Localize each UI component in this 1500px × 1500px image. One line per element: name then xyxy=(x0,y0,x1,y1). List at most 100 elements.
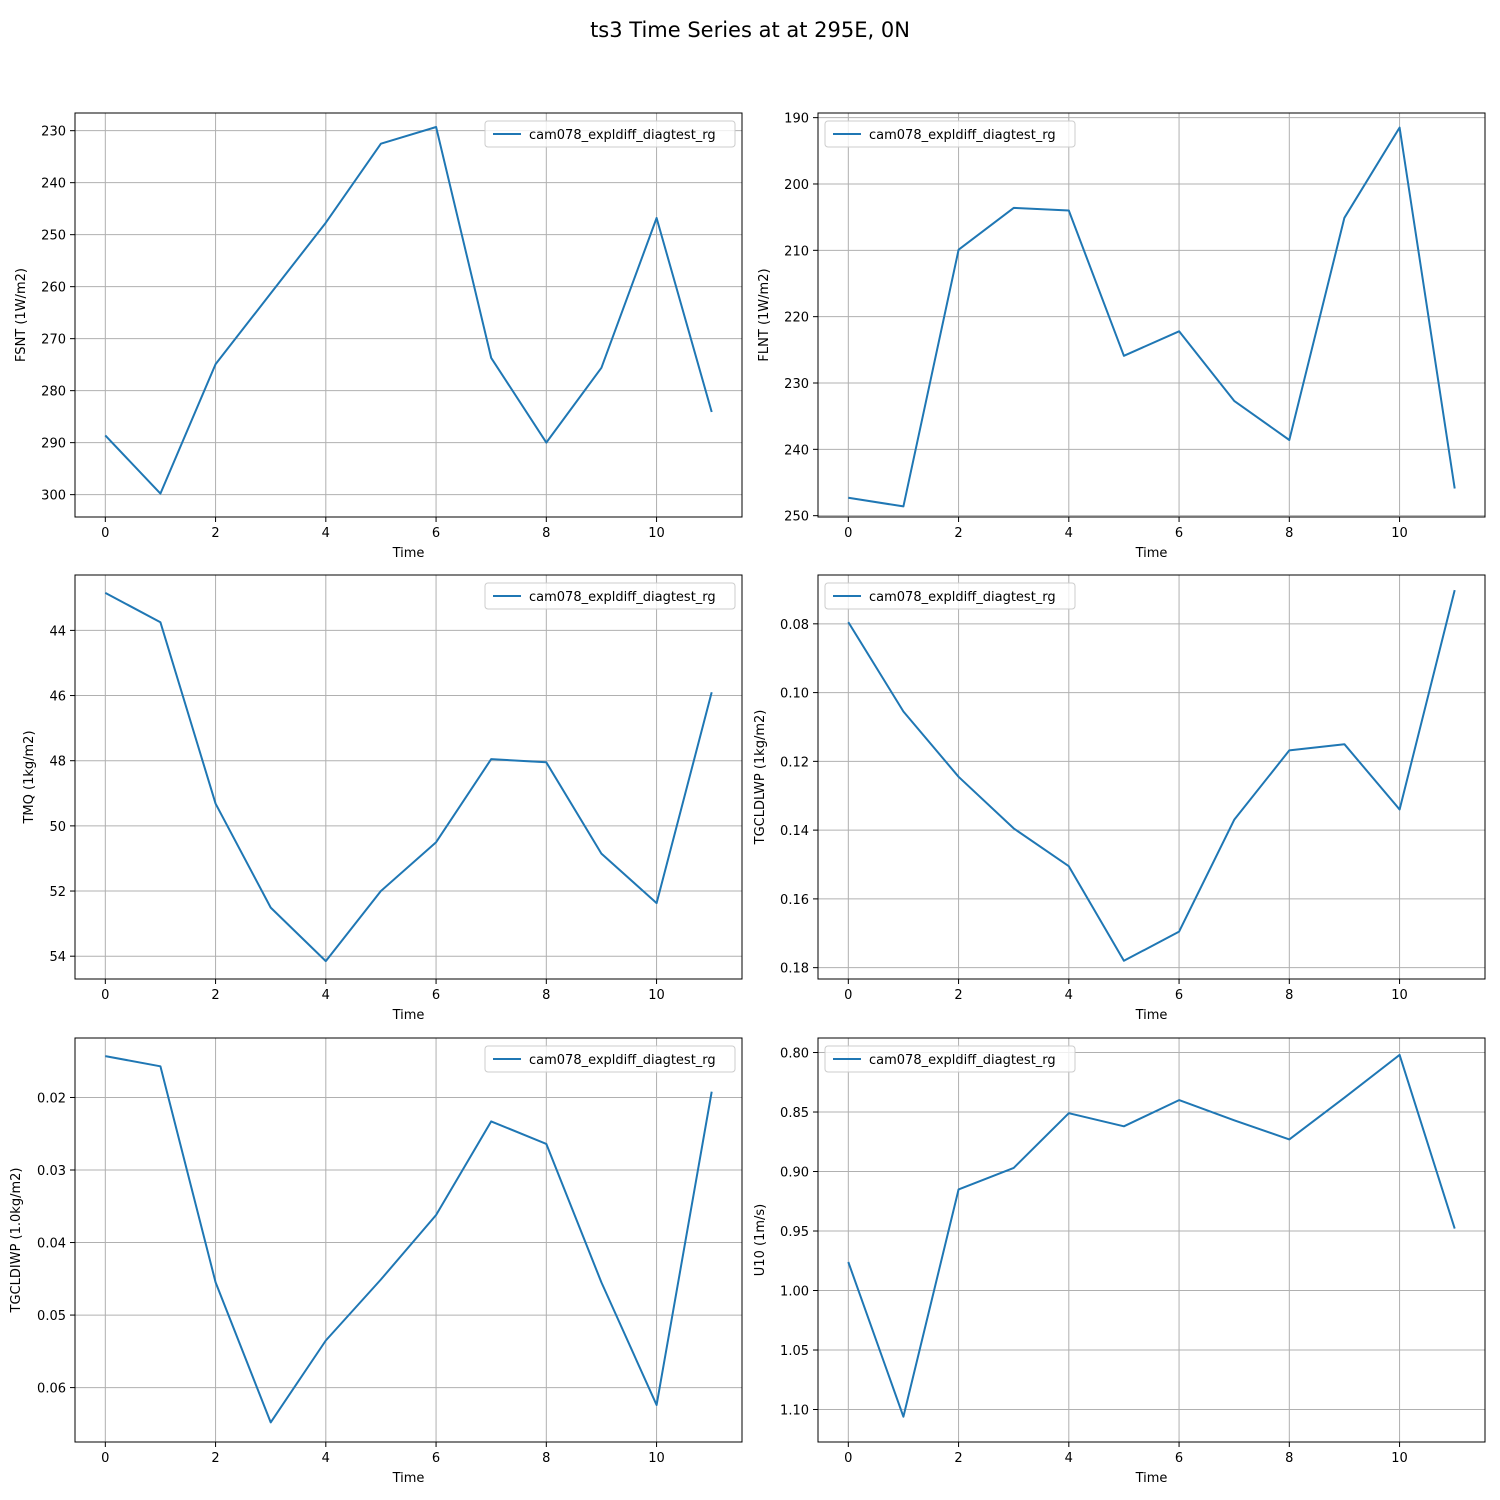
y-axis-label: FLNT (1W/m2) xyxy=(757,268,772,361)
y-tick-label: 0.95 xyxy=(780,1225,809,1240)
series-line xyxy=(105,1055,713,1424)
x-tick-label: 10 xyxy=(1391,526,1408,541)
y-tick-label: 260 xyxy=(41,281,66,296)
legend-box xyxy=(484,582,736,610)
y-tick-label: 0.06 xyxy=(37,1382,66,1397)
x-tick-label: 0 xyxy=(101,988,109,1003)
y-tick-label: 1.00 xyxy=(780,1285,809,1300)
x-tick-label: 4 xyxy=(322,1451,330,1466)
x-tick-label: 2 xyxy=(211,526,219,541)
y-axis-label: FSNT (1W/m2) xyxy=(14,268,29,362)
legend-box xyxy=(484,1045,736,1073)
axes-frame xyxy=(74,1037,743,1443)
y-tick-label: 52 xyxy=(49,885,66,900)
y-tick-label: 1.05 xyxy=(780,1344,809,1359)
y-tick-label: 280 xyxy=(41,385,66,400)
x-tick-label: 8 xyxy=(542,526,550,541)
axes-frame xyxy=(817,574,1486,980)
x-tick-label: 6 xyxy=(432,1451,440,1466)
subplot-2: 0 2 4 6 8 10 190 200 210 220 230 240 250 Time FLNT (1W… xyxy=(757,112,1486,561)
y-tick-label: 0.05 xyxy=(37,1309,66,1324)
y-tick-label: 230 xyxy=(41,125,66,140)
legend-label: cam078_expldiff_diagtest_rg xyxy=(869,590,1056,605)
legend-label: cam078_expldiff_diagtest_rg xyxy=(529,128,716,143)
y-tick-label: 0.14 xyxy=(780,824,809,839)
y-tick-label: 0.02 xyxy=(37,1091,66,1106)
x-tick-label: 10 xyxy=(648,526,665,541)
x-tick-label: 8 xyxy=(1285,988,1293,1003)
y-tick-label: 50 xyxy=(49,820,66,835)
legend: cam078_expldiff_diagtest_rg xyxy=(484,120,736,148)
x-tick-label: 4 xyxy=(1065,526,1073,541)
legend: cam078_expldiff_diagtest_rg xyxy=(484,1045,736,1073)
x-tick-label: 2 xyxy=(211,1451,219,1466)
x-tick-label: 6 xyxy=(432,988,440,1003)
x-axis-label: Time xyxy=(392,1008,425,1023)
y-tick-label: 220 xyxy=(784,311,809,326)
axes-frame xyxy=(817,112,1486,518)
y-tick-label: 270 xyxy=(41,333,66,348)
legend: cam078_expldiff_diagtest_rg xyxy=(824,582,1076,610)
legend-label: cam078_expldiff_diagtest_rg xyxy=(529,1053,716,1068)
legend: cam078_expldiff_diagtest_rg xyxy=(824,1045,1076,1073)
y-tick-label: 200 xyxy=(784,178,809,193)
x-axis-label: Time xyxy=(1135,546,1168,561)
y-tick-label: 0.12 xyxy=(780,755,809,770)
x-tick-label: 4 xyxy=(1065,988,1073,1003)
legend-box xyxy=(824,1045,1076,1073)
y-tick-label: 230 xyxy=(784,377,809,392)
y-tick-label: 0.16 xyxy=(780,893,809,908)
y-tick-label: 250 xyxy=(784,510,809,525)
subplot-grid: 0 2 4 6 8 10230240250260270280290300TimeFSNT … xyxy=(9,112,1486,1486)
y-tick-label: 290 xyxy=(41,437,66,452)
legend: cam078_expldiff_diagtest_rg xyxy=(484,582,736,610)
y-tick-label: 54 xyxy=(49,950,66,965)
legend-box xyxy=(484,120,736,148)
y-tick-label: 240 xyxy=(41,177,66,192)
x-tick-label: 6 xyxy=(1175,988,1183,1003)
y-tick-label: 0.04 xyxy=(37,1237,66,1252)
y-tick-label: 0.10 xyxy=(780,687,809,702)
y-tick-label: 48 xyxy=(49,755,66,770)
y-tick-label: 0.18 xyxy=(780,962,809,977)
y-axis-label: U10 (1m/s) xyxy=(753,1204,768,1276)
x-tick-label: 4 xyxy=(322,526,330,541)
x-tick-label: 6 xyxy=(1175,526,1183,541)
x-tick-label: 10 xyxy=(648,988,665,1003)
axes-frame xyxy=(74,112,743,518)
x-tick-label: 2 xyxy=(211,988,219,1003)
x-axis-label: Time xyxy=(1135,1471,1168,1486)
x-tick-label: 10 xyxy=(648,1451,665,1466)
axes-frame xyxy=(74,574,743,980)
x-tick-label: 8 xyxy=(1285,1451,1293,1466)
y-tick-label: 0.90 xyxy=(780,1166,809,1181)
x-axis-label: Time xyxy=(392,546,425,561)
y-axis-label: TMQ (1kg/m2) xyxy=(22,730,37,824)
y-tick-label: 300 xyxy=(41,489,66,504)
subplot-1: 0 2 4 6 8 10 230 240 250 260 270 280 290 300 Time FSNT … xyxy=(14,112,743,561)
x-tick-label: 0 xyxy=(844,1451,852,1466)
x-tick-label: 10 xyxy=(1391,1451,1408,1466)
x-tick-label: 0 xyxy=(101,526,109,541)
x-tick-label: 2 xyxy=(954,526,962,541)
y-tick-label: 250 xyxy=(41,229,66,244)
y-tick-label: 0.80 xyxy=(780,1047,809,1062)
series-line xyxy=(104,126,713,495)
series-line xyxy=(104,592,713,963)
x-axis-label: Time xyxy=(392,1471,425,1486)
y-tick-label: 0.85 xyxy=(780,1106,809,1121)
x-tick-label: 0 xyxy=(844,988,852,1003)
legend-box xyxy=(824,120,1076,148)
legend-label: cam078_expldiff_diagtest_rg xyxy=(869,1053,1056,1068)
y-tick-label: 44 xyxy=(49,624,66,639)
subplot-6: 0 2 4 6 8 10 0.80 0.85 0.90 0.95 1.00 1.05 1.10 Time U… xyxy=(753,1037,1486,1486)
legend-label: cam078_expldiff_diagtest_rg xyxy=(529,590,716,605)
x-axis-label: Time xyxy=(1135,1008,1168,1023)
x-tick-label: 8 xyxy=(542,988,550,1003)
x-tick-label: 2 xyxy=(954,1451,962,1466)
x-tick-label: 8 xyxy=(1285,526,1293,541)
x-tick-label: 8 xyxy=(542,1451,550,1466)
y-tick-label: 0.08 xyxy=(780,618,809,633)
series-line xyxy=(848,126,1456,508)
